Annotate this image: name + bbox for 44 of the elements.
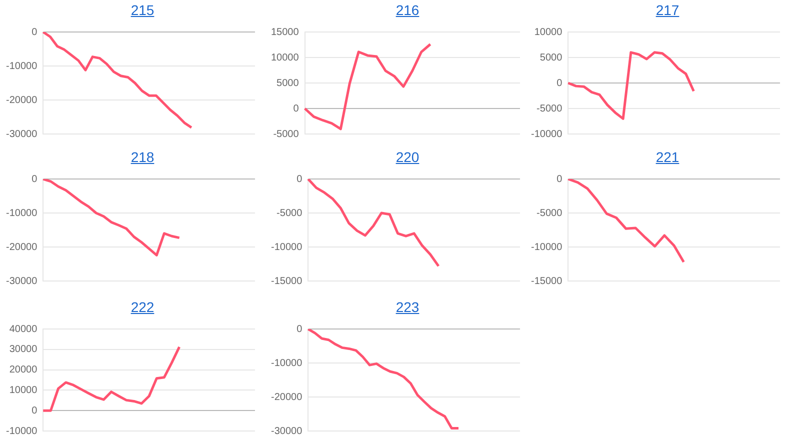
y-tick-label: -5000 (536, 103, 563, 114)
y-tick-label: 5000 (540, 52, 563, 64)
y-tick-label: -10000 (530, 128, 563, 140)
y-tick-label: -15000 (270, 276, 303, 287)
y-tick-label: 0 (296, 324, 303, 335)
chart-title: 220 (394, 148, 420, 167)
y-tick-label: -30000 (6, 128, 38, 140)
chart-title: 218 (130, 148, 156, 167)
y-tick-label: -10000 (530, 242, 563, 253)
y-tick-label: 0 (32, 26, 38, 38)
y-tick-label: 10000 (534, 26, 563, 38)
chart-title: 216 (394, 1, 420, 20)
y-tick-label: -5000 (273, 128, 300, 140)
y-tick-label: 20000 (9, 364, 38, 376)
y-tick-label: -10000 (270, 242, 303, 253)
y-tick-label: 0 (293, 103, 300, 114)
y-tick-label: -20000 (6, 242, 38, 253)
y-tick-label: 0 (556, 78, 563, 89)
y-tick-label: 10000 (270, 52, 300, 64)
y-tick-label: 0 (32, 174, 38, 185)
y-tick-label: -20000 (6, 94, 38, 106)
y-tick-label: 15000 (270, 26, 300, 38)
y-tick-label: 5000 (276, 78, 300, 89)
chart-title: 221 (654, 148, 680, 167)
y-tick-label: 30000 (9, 344, 38, 356)
chart-title: 222 (130, 298, 156, 317)
chart-title: 223 (394, 298, 420, 317)
y-tick-label: -10000 (270, 358, 303, 369)
y-tick-label: 10000 (9, 384, 38, 396)
y-tick-label: -5000 (276, 208, 303, 219)
y-tick-label: -15000 (530, 276, 563, 287)
y-tick-label: 0 (296, 174, 303, 185)
y-tick-label: 0 (556, 174, 563, 185)
y-tick-label: -30000 (270, 426, 303, 437)
y-tick-label: 0 (32, 405, 38, 416)
y-tick-label: -10000 (6, 208, 38, 219)
y-tick-label: -5000 (536, 208, 563, 219)
y-tick-label: -20000 (270, 392, 303, 403)
chart-title: 217 (654, 1, 680, 20)
y-tick-label: -10000 (6, 426, 38, 437)
y-tick-label: -30000 (6, 276, 38, 287)
y-tick-label: 40000 (9, 324, 38, 335)
y-tick-label: -10000 (6, 60, 38, 72)
chart-title: 215 (130, 1, 156, 20)
